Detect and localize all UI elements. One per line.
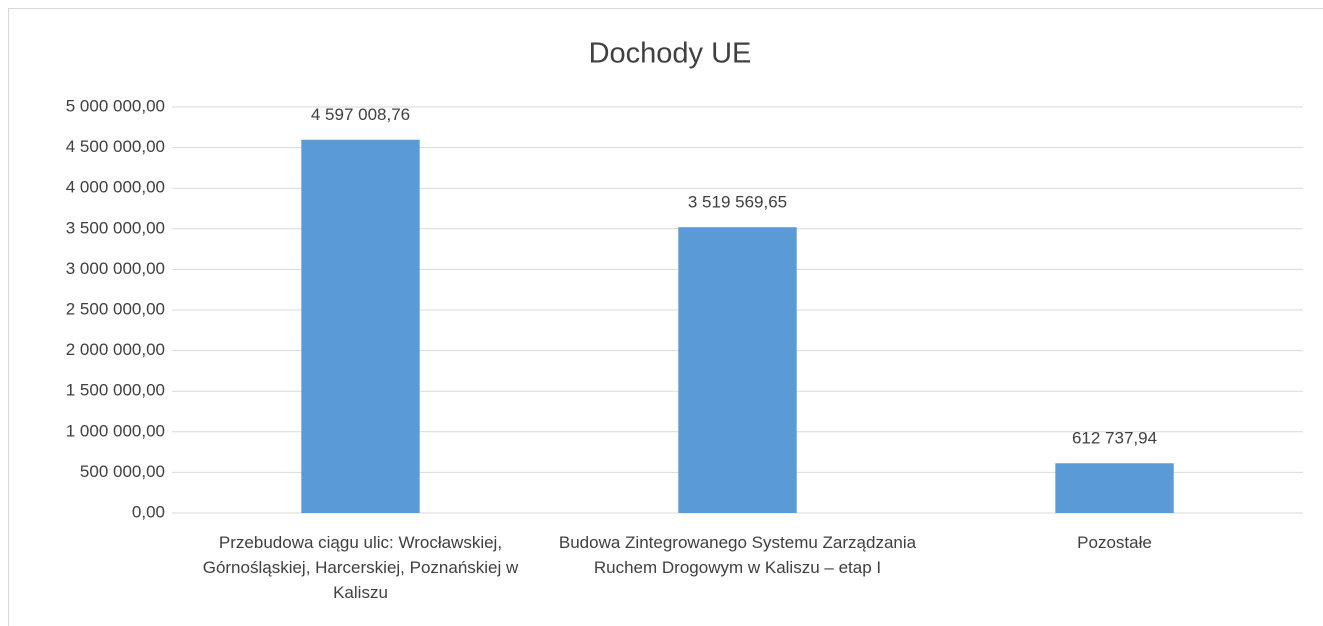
y-tick-label: 3 500 000,00 <box>66 218 165 237</box>
y-tick-label: 2 000 000,00 <box>66 340 165 359</box>
y-tick-label: 3 000 000,00 <box>66 259 165 278</box>
data-label: 4 597 008,76 <box>311 105 410 124</box>
x-tick-label: Budowa Zintegrowanego Systemu Zarządzani… <box>558 533 917 577</box>
x-tick-label: Pozostałe <box>1077 533 1152 552</box>
y-tick-label: 2 500 000,00 <box>66 299 165 318</box>
chart-border <box>8 8 1323 626</box>
y-tick-label: 0,00 <box>132 502 165 521</box>
y-tick-label: 500 000,00 <box>80 462 165 481</box>
y-tick-label: 4 500 000,00 <box>66 137 165 156</box>
bar <box>678 227 797 513</box>
y-tick-label: 1 500 000,00 <box>66 381 165 400</box>
bar <box>1055 463 1174 513</box>
chart-title: Dochody UE <box>589 38 752 70</box>
y-tick-label: 5 000 000,00 <box>66 96 165 115</box>
data-label: 612 737,94 <box>1072 429 1157 448</box>
x-tick-label: Przebudowa ciągu ulic: Wrocławskiej, Gór… <box>202 533 519 602</box>
y-tick-label: 1 000 000,00 <box>66 421 165 440</box>
y-tick-label: 4 000 000,00 <box>66 178 165 197</box>
data-label: 3 519 569,65 <box>688 193 787 212</box>
bar <box>301 139 420 513</box>
